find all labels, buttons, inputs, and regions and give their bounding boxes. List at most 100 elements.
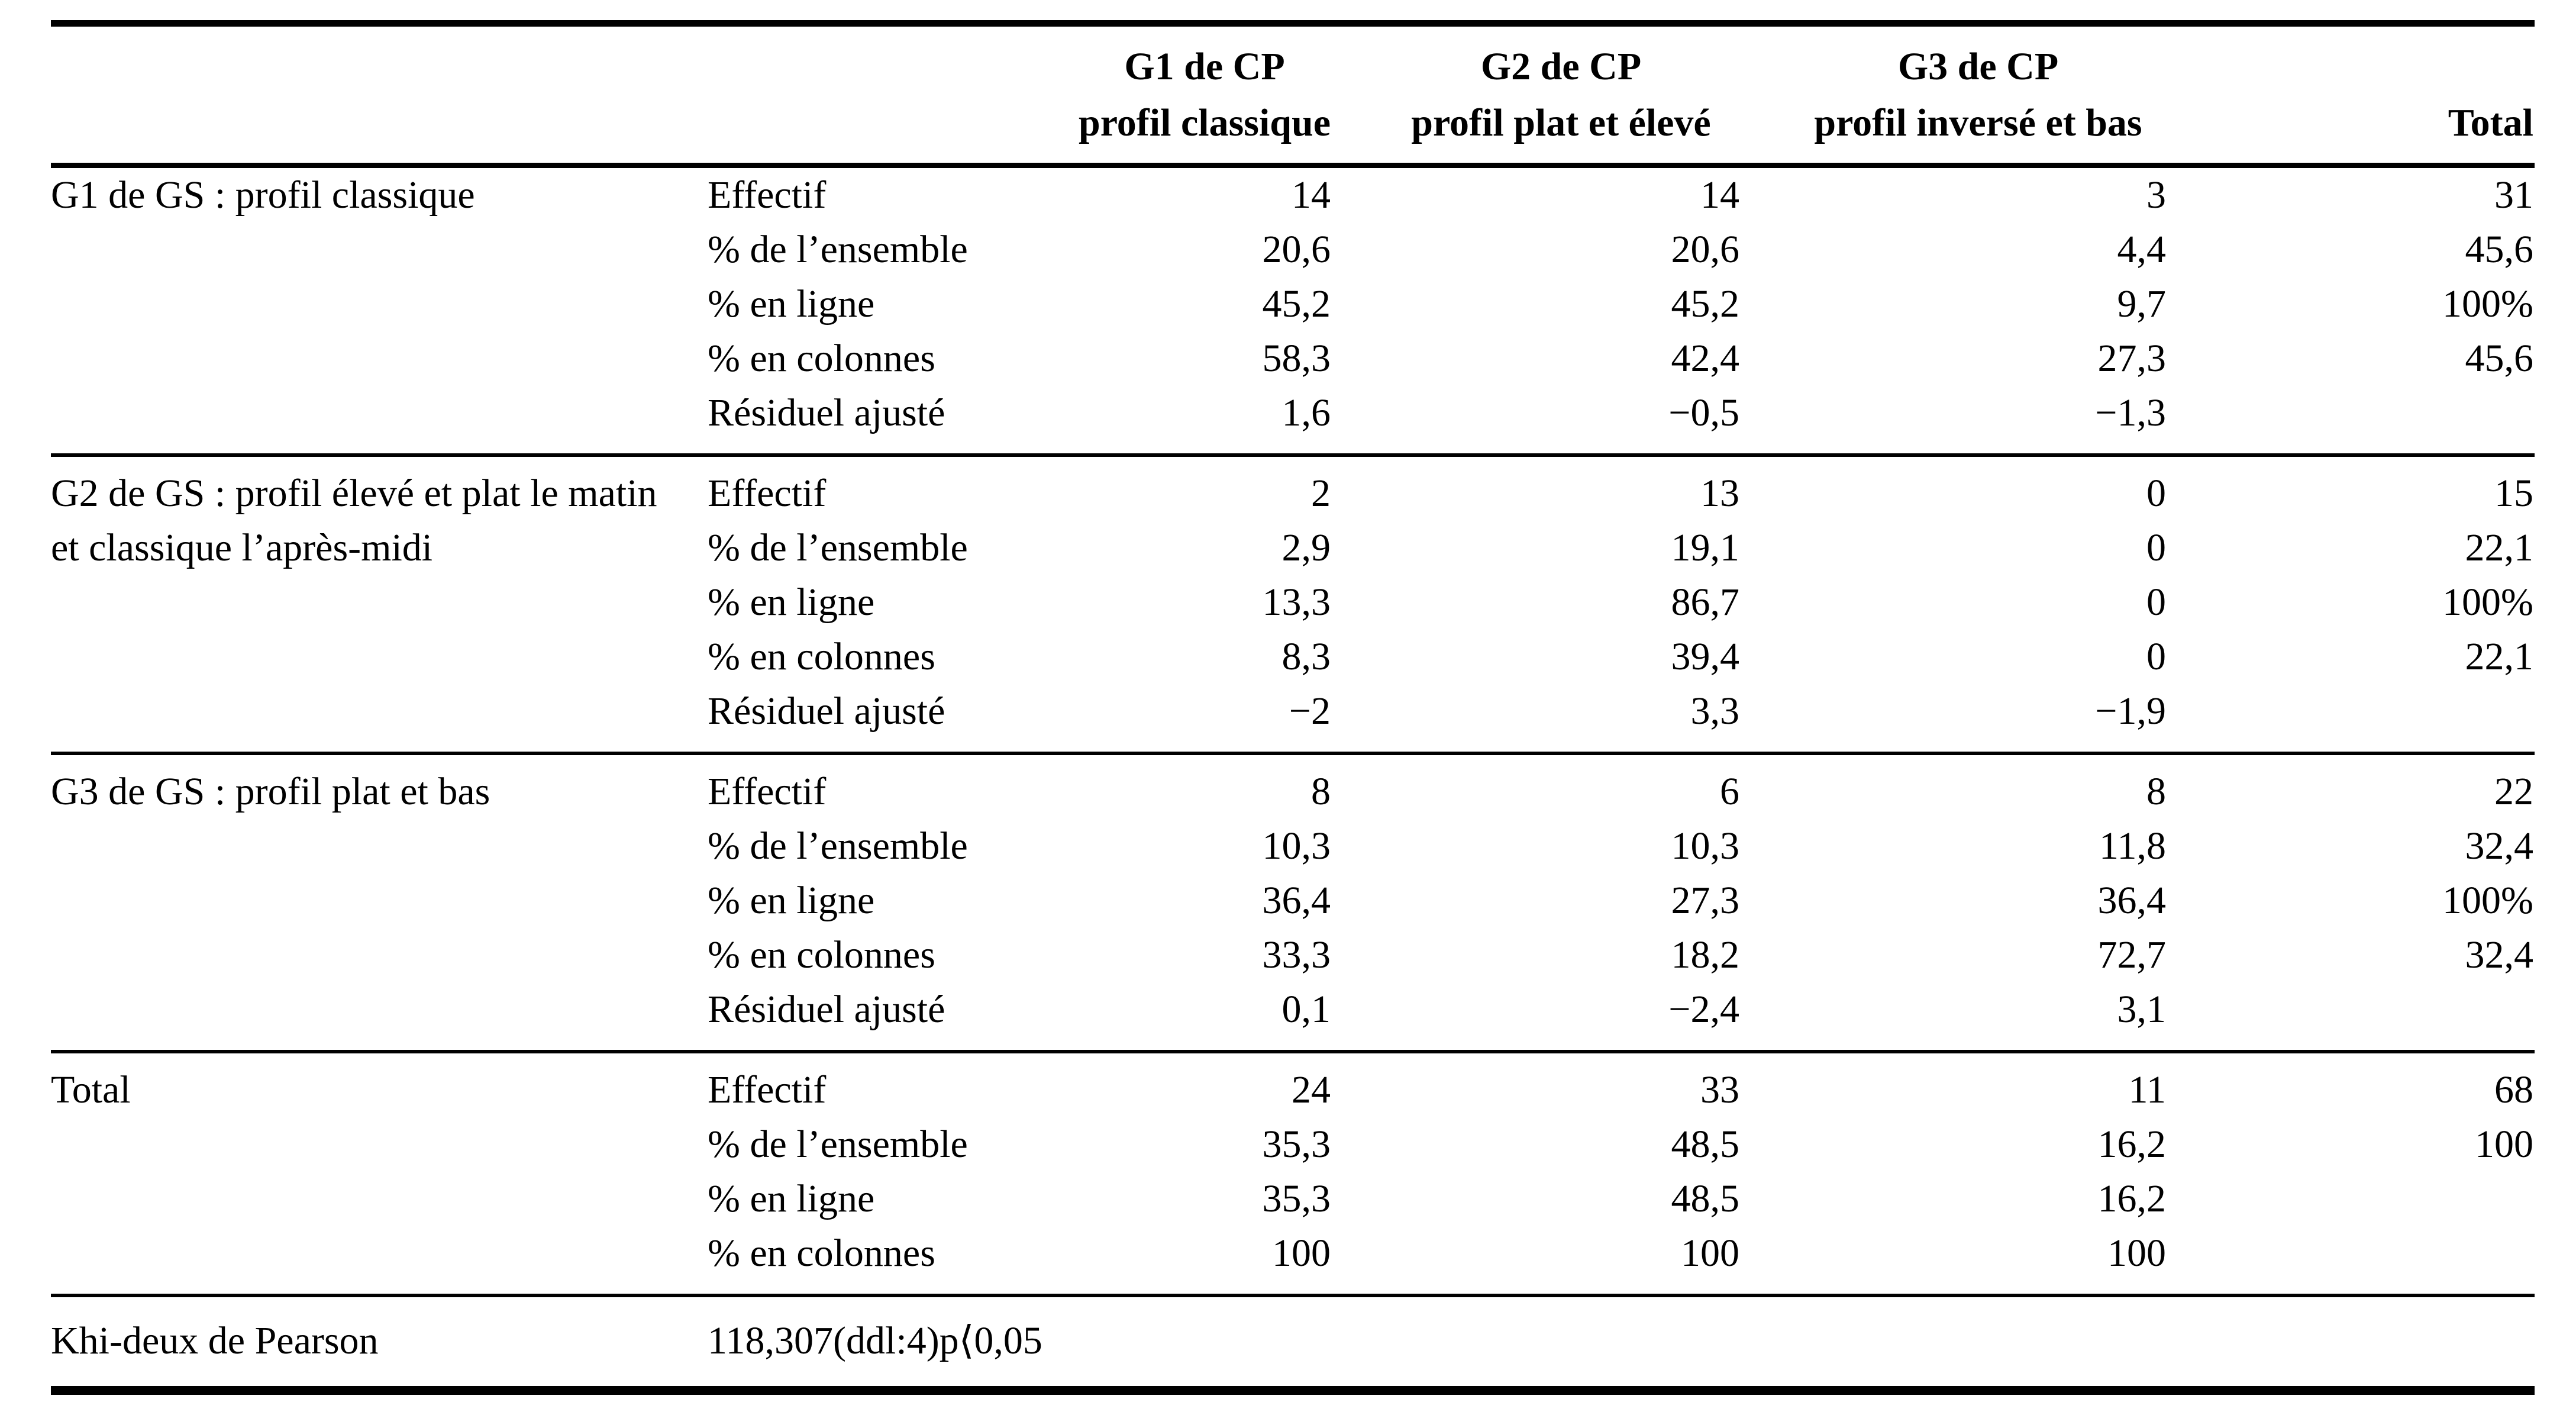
value-cell: −0,5: [1668, 391, 1739, 434]
table-row: % en colonnes 100 100 100: [51, 1226, 2535, 1295]
value-cell: 8: [2146, 770, 2166, 813]
column-header-line2: profil classique: [1078, 101, 1331, 144]
stat-label: Effectif: [708, 472, 827, 515]
table-row: % en colonnes 33,3 18,2 72,7 32,4: [51, 928, 2535, 982]
column-header-line1: G3 de CP: [1897, 45, 2059, 88]
value-cell: 18,2: [1671, 933, 1740, 976]
value-cell: 45,2: [1671, 282, 1740, 325]
table-row: % de l’ensemble 2,9 19,1 0 22,1: [51, 521, 2535, 575]
value-cell: 6: [1720, 770, 1739, 813]
value-cell: 10,3: [1671, 824, 1740, 868]
stat-label: % de l’ensemble: [708, 824, 968, 868]
value-cell: 33,3: [1262, 933, 1331, 976]
table-row: G2 de GS : profil élevé et plat le matin…: [51, 455, 2535, 569]
value-cell: 24: [1292, 1068, 1331, 1111]
chi-square-value: 118,307(ddl:4)p⟨0,05: [708, 1319, 1042, 1362]
stat-label: Résiduel ajusté: [708, 988, 945, 1031]
table-row: % en ligne 13,3 86,7 0 100%: [51, 575, 2535, 630]
value-cell: [2190, 1172, 2535, 1226]
stat-label: % en ligne: [708, 879, 875, 922]
table-row: Résiduel ajusté −2 3,3 −1,9: [51, 684, 2535, 753]
value-cell: 16,2: [2097, 1177, 2167, 1220]
value-cell: 3,3: [1690, 689, 1740, 733]
value-cell: 32,4: [2465, 933, 2534, 976]
value-cell: 8: [1311, 770, 1331, 813]
value-cell: 13,3: [1262, 581, 1331, 624]
table-row: % en ligne 36,4 27,3 36,4 100%: [51, 874, 2535, 928]
value-cell: 35,3: [1262, 1177, 1331, 1220]
value-cell: [2190, 386, 2535, 455]
table-row: % en colonnes 8,3 39,4 0 22,1: [51, 630, 2535, 684]
value-cell: 27,3: [2097, 337, 2167, 380]
value-cell: 100: [1681, 1232, 1739, 1275]
table-row: Résiduel ajusté 0,1 −2,4 3,1: [51, 982, 2535, 1052]
stat-label: % de l’ensemble: [708, 1123, 968, 1166]
value-cell: 22: [2494, 770, 2533, 813]
stat-label: Effectif: [708, 1068, 827, 1111]
value-cell: 3: [2146, 173, 2166, 217]
value-cell: 20,6: [1671, 228, 1740, 271]
value-cell: 39,4: [1671, 635, 1740, 678]
column-header-g1cp: G1 de CP profil classique: [1054, 24, 1355, 166]
stat-label: % de l’ensemble: [708, 526, 968, 569]
table-row: % de l’ensemble 10,3 10,3 11,8 32,4: [51, 819, 2535, 874]
value-cell: 45,6: [2465, 337, 2534, 380]
value-cell: 15: [2494, 472, 2533, 515]
value-cell: 19,1: [1671, 526, 1740, 569]
value-cell: 2: [1311, 472, 1331, 515]
value-cell: 86,7: [1671, 581, 1740, 624]
column-header-line2: Total: [2448, 101, 2533, 144]
value-cell: 0: [2146, 581, 2166, 624]
value-cell: 100%: [2442, 282, 2533, 325]
value-cell: 9,7: [2117, 282, 2167, 325]
value-cell: 0,1: [1281, 988, 1331, 1031]
value-cell: 0: [2146, 526, 2166, 569]
header-spacer: [51, 24, 708, 166]
column-header-line2: profil inversé et bas: [1814, 101, 2142, 144]
stat-label: % en colonnes: [708, 337, 935, 380]
value-cell: 100%: [2442, 879, 2533, 922]
group-label-g3gs: G3 de GS : profil plat et bas: [51, 770, 490, 813]
value-cell: 32,4: [2465, 824, 2534, 868]
value-cell: 48,5: [1671, 1177, 1740, 1220]
column-header-g2cp: G2 de CP profil plat et élevé: [1355, 24, 1767, 166]
value-cell: 10,3: [1262, 824, 1331, 868]
value-cell: 0: [2146, 472, 2166, 515]
value-cell: 14: [1292, 173, 1331, 217]
table-row: % en ligne 45,2 45,2 9,7 100%: [51, 277, 2535, 331]
value-cell: 0: [2146, 635, 2166, 678]
value-cell: [2190, 982, 2535, 1052]
value-cell: 42,4: [1671, 337, 1740, 380]
value-cell: −2,4: [1668, 988, 1739, 1031]
value-cell: 100%: [2442, 581, 2533, 624]
stat-label: Résiduel ajusté: [708, 689, 945, 733]
stat-label: % de l’ensemble: [708, 228, 968, 271]
group-label-total: Total: [51, 1068, 131, 1111]
value-cell: 20,6: [1262, 228, 1331, 271]
column-header-total: Total: [2190, 24, 2535, 166]
value-cell: 45,2: [1262, 282, 1331, 325]
table-row: % en ligne 35,3 48,5 16,2: [51, 1172, 2535, 1226]
value-cell: 11: [2128, 1068, 2166, 1111]
value-cell: 3,1: [2117, 988, 2167, 1031]
table-row: % de l’ensemble 35,3 48,5 16,2 100: [51, 1117, 2535, 1172]
crosstab-table: G1 de CP profil classique G2 de CP profi…: [51, 20, 2535, 1395]
value-cell: 35,3: [1262, 1123, 1331, 1166]
stat-label: Effectif: [708, 173, 827, 217]
column-header-g3cp: G3 de CP profil inversé et bas: [1767, 24, 2190, 166]
value-cell: 16,2: [2097, 1123, 2167, 1166]
column-header-line2: profil plat et élevé: [1411, 101, 1711, 144]
value-cell: 14: [1700, 173, 1739, 217]
stat-label: Effectif: [708, 770, 827, 813]
value-cell: 100: [1272, 1232, 1331, 1275]
stat-label: % en ligne: [708, 581, 875, 624]
stat-label: % en colonnes: [708, 933, 935, 976]
value-cell: 22,1: [2465, 526, 2534, 569]
header-spacer: [708, 24, 1054, 166]
group-label-g1gs: G1 de GS : profil classique: [51, 173, 475, 217]
chi-square-row: Khi-deux de Pearson 118,307(ddl:4)p⟨0,05: [51, 1295, 2535, 1391]
table-row: Total Effectif 24 33 11 68: [51, 1052, 2535, 1117]
value-cell: 36,4: [1262, 879, 1331, 922]
table-row: Résiduel ajusté 1,6 −0,5 −1,3: [51, 386, 2535, 455]
